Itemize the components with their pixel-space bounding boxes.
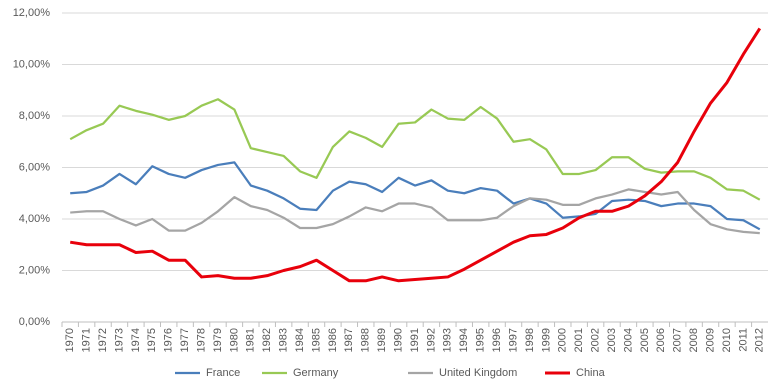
x-tick-label: 1982 (261, 328, 273, 352)
legend-label: France (206, 367, 240, 379)
x-tick-label: 1974 (130, 328, 142, 352)
x-tick-label: 1983 (278, 328, 290, 352)
x-tick-label: 1986 (327, 328, 339, 352)
x-tick-label: 1994 (458, 328, 470, 352)
legend-label: China (576, 367, 606, 379)
series-line (69, 27, 762, 283)
x-tick-label: 2010 (721, 328, 733, 352)
x-tick-label: 2004 (622, 328, 634, 352)
y-tick-label: 12,00% (13, 7, 51, 19)
x-tick-label: 1980 (228, 328, 240, 352)
x-tick-label: 1989 (376, 328, 388, 352)
x-tick-label: 2000 (557, 328, 569, 352)
x-tick-label: 1981 (245, 328, 257, 352)
legend-label: Germany (293, 367, 339, 379)
x-tick-label: 1973 (113, 328, 125, 352)
y-tick-label: 6,00% (19, 161, 50, 173)
x-tick-label: 2008 (688, 328, 700, 352)
x-tick-label: 1977 (179, 328, 191, 352)
x-tick-label: 2005 (639, 328, 651, 352)
y-tick-label: 0,00% (19, 316, 50, 328)
x-tick-label: 1991 (409, 328, 421, 352)
x-tick-label: 1975 (146, 328, 158, 352)
legend-label: United Kingdom (439, 367, 517, 379)
x-tick-label: 1993 (442, 328, 454, 352)
x-tick-label: 2012 (754, 328, 766, 352)
x-tick-label: 1995 (475, 328, 487, 352)
x-tick-label: 2007 (672, 328, 684, 352)
x-tick-label: 2003 (606, 328, 618, 352)
x-tick-label: 1987 (343, 328, 355, 352)
y-tick-label: 4,00% (19, 213, 50, 225)
x-tick-label: 1970 (64, 328, 76, 352)
x-tick-label: 1972 (97, 328, 109, 352)
x-tick-label: 2009 (704, 328, 716, 352)
x-tick-label: 1979 (212, 328, 224, 352)
x-tick-label: 1990 (392, 328, 404, 352)
x-tick-label: 1997 (507, 328, 519, 352)
y-tick-label: 8,00% (19, 110, 50, 122)
y-tick-label: 10,00% (13, 58, 51, 70)
x-tick-label: 2011 (737, 328, 749, 352)
x-tick-label: 1978 (195, 328, 207, 352)
x-tick-label: 2006 (655, 328, 667, 352)
x-tick-label: 1998 (524, 328, 536, 352)
x-tick-label: 2001 (573, 328, 585, 352)
x-tick-label: 2002 (590, 328, 602, 352)
x-tick-label: 1999 (540, 328, 552, 352)
x-tick-label: 1996 (491, 328, 503, 352)
x-tick-label: 1971 (81, 328, 93, 352)
x-tick-label: 1984 (294, 328, 306, 352)
series-line (70, 161, 761, 231)
x-tick-label: 1976 (163, 328, 175, 352)
series-line (69, 98, 761, 201)
x-tick-label: 1988 (360, 328, 372, 352)
y-tick-label: 2,00% (19, 264, 50, 276)
x-tick-label: 1985 (310, 328, 322, 352)
x-tick-label: 1992 (425, 328, 437, 352)
series-line (70, 188, 760, 235)
